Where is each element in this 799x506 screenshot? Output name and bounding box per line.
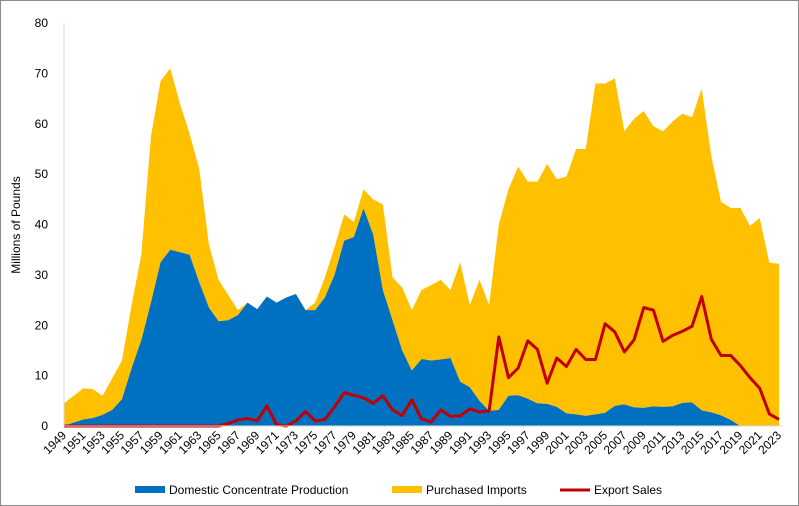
y-tick-label: 70 [35,66,49,80]
series-area-domestic-concentrate-production [64,208,779,426]
y-tick-label: 80 [35,16,49,30]
plot-area [64,68,780,428]
legend-item: Export Sales [560,483,662,497]
legend-label: Export Sales [594,483,662,497]
legend-item: Domestic Concentrate Production [135,483,348,497]
y-tick-label: 40 [35,218,49,232]
y-axis-label: Millions of Pounds [9,176,23,273]
legend-label: Domestic Concentrate Production [169,483,348,497]
y-tick-label: 0 [41,419,48,433]
legend-label: Purchased Imports [426,483,527,497]
y-tick-label: 10 [35,369,49,383]
y-tick-label: 30 [35,268,49,282]
y-tick-label: 20 [35,318,49,332]
legend-item: Purchased Imports [392,483,527,497]
y-tick-label: 50 [35,167,49,181]
legend-swatch [135,486,165,493]
legend-swatch [392,486,422,493]
legend: Domestic Concentrate Production Purchased… [135,483,662,497]
x-tick-label: 2023 [755,428,784,457]
y-tick-label: 60 [35,117,49,131]
